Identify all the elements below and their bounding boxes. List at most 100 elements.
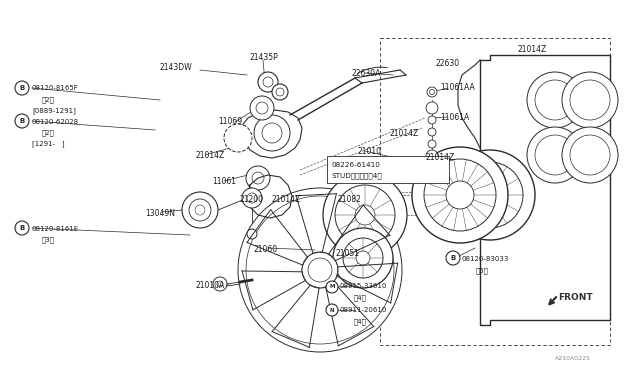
Text: 21010: 21010: [358, 147, 382, 155]
Text: B: B: [19, 225, 24, 231]
Circle shape: [445, 150, 535, 240]
Text: （4）: （4）: [354, 295, 367, 301]
Text: 08120-62028: 08120-62028: [32, 119, 79, 125]
Text: FRONT: FRONT: [558, 294, 593, 302]
Text: B: B: [451, 255, 456, 261]
Text: 08120-8165F: 08120-8165F: [32, 85, 79, 91]
Text: 21082: 21082: [338, 196, 362, 205]
Circle shape: [446, 251, 460, 265]
Circle shape: [242, 188, 262, 208]
Circle shape: [247, 193, 257, 203]
Circle shape: [333, 228, 393, 288]
Circle shape: [426, 150, 438, 162]
Circle shape: [412, 147, 508, 243]
Circle shape: [217, 281, 223, 287]
Circle shape: [326, 281, 338, 293]
Text: 21200: 21200: [240, 196, 264, 205]
Circle shape: [195, 205, 205, 215]
Circle shape: [262, 123, 282, 143]
Text: 08120-83033: 08120-83033: [462, 256, 509, 262]
Text: 21435P: 21435P: [250, 52, 279, 61]
Text: 22630: 22630: [435, 58, 459, 67]
Text: A210A0225: A210A0225: [555, 356, 591, 360]
Circle shape: [302, 252, 338, 288]
Circle shape: [15, 221, 29, 235]
Circle shape: [263, 77, 273, 87]
Text: [1291-   ]: [1291- ]: [32, 141, 65, 147]
Circle shape: [213, 277, 227, 291]
Circle shape: [252, 172, 264, 184]
FancyBboxPatch shape: [327, 156, 449, 183]
Text: 08226-61410: 08226-61410: [332, 162, 381, 168]
Circle shape: [246, 196, 394, 344]
Circle shape: [343, 238, 383, 278]
Text: （4）: （4）: [354, 319, 367, 325]
Circle shape: [562, 72, 618, 128]
Circle shape: [356, 251, 370, 265]
Circle shape: [258, 72, 278, 92]
Circle shape: [189, 199, 211, 221]
Circle shape: [182, 192, 218, 228]
Text: N: N: [330, 308, 334, 312]
Circle shape: [424, 159, 496, 231]
Circle shape: [446, 181, 474, 209]
Circle shape: [15, 114, 29, 128]
Circle shape: [246, 166, 270, 190]
Text: 21014Z: 21014Z: [518, 45, 547, 54]
Circle shape: [323, 173, 407, 257]
Text: 21060: 21060: [254, 244, 278, 253]
Text: 2143DW: 2143DW: [160, 62, 193, 71]
Text: （2）: （2）: [42, 97, 55, 103]
Text: 22630A: 22630A: [352, 68, 381, 77]
Text: 11061: 11061: [212, 177, 236, 186]
Text: 08915-33610: 08915-33610: [340, 283, 387, 289]
Circle shape: [428, 116, 436, 124]
Text: 21051: 21051: [335, 250, 359, 259]
Text: B: B: [19, 85, 24, 91]
Text: 13049N: 13049N: [145, 209, 175, 218]
Circle shape: [562, 127, 618, 183]
Text: （5）: （5）: [476, 268, 489, 274]
Circle shape: [428, 140, 436, 148]
Circle shape: [527, 72, 583, 128]
Text: （2）: （2）: [42, 130, 55, 136]
Text: 11061A: 11061A: [440, 112, 469, 122]
Text: M: M: [329, 285, 335, 289]
Circle shape: [535, 80, 575, 120]
Circle shape: [256, 102, 268, 114]
Circle shape: [570, 135, 610, 175]
Circle shape: [276, 88, 284, 96]
Circle shape: [224, 124, 252, 152]
Circle shape: [247, 229, 257, 239]
Text: （3）: （3）: [42, 237, 55, 243]
Circle shape: [535, 135, 575, 175]
Circle shape: [326, 304, 338, 316]
Text: STUDスタッド（4）: STUDスタッド（4）: [332, 173, 383, 179]
Text: B: B: [19, 118, 24, 124]
Circle shape: [254, 115, 290, 151]
Circle shape: [15, 81, 29, 95]
Circle shape: [570, 80, 610, 120]
Text: 21014Z: 21014Z: [272, 196, 301, 205]
Text: 21010A: 21010A: [196, 280, 225, 289]
Circle shape: [250, 96, 274, 120]
Circle shape: [429, 90, 435, 94]
Circle shape: [427, 87, 437, 97]
Circle shape: [335, 185, 395, 245]
Text: 21014Z: 21014Z: [390, 128, 419, 138]
Text: 11061AA: 11061AA: [440, 83, 475, 93]
Text: [0889-1291]: [0889-1291]: [32, 108, 76, 114]
Circle shape: [355, 205, 375, 225]
Circle shape: [527, 127, 583, 183]
Text: 08120-8161E: 08120-8161E: [32, 226, 79, 232]
Circle shape: [478, 183, 502, 207]
Circle shape: [238, 188, 402, 352]
Circle shape: [428, 128, 436, 136]
Circle shape: [308, 258, 332, 282]
Circle shape: [272, 84, 288, 100]
Text: 21014Z: 21014Z: [426, 154, 455, 163]
Text: 11069: 11069: [218, 118, 242, 126]
Text: 21014Z: 21014Z: [196, 151, 225, 160]
Circle shape: [426, 102, 438, 114]
Circle shape: [457, 162, 523, 228]
